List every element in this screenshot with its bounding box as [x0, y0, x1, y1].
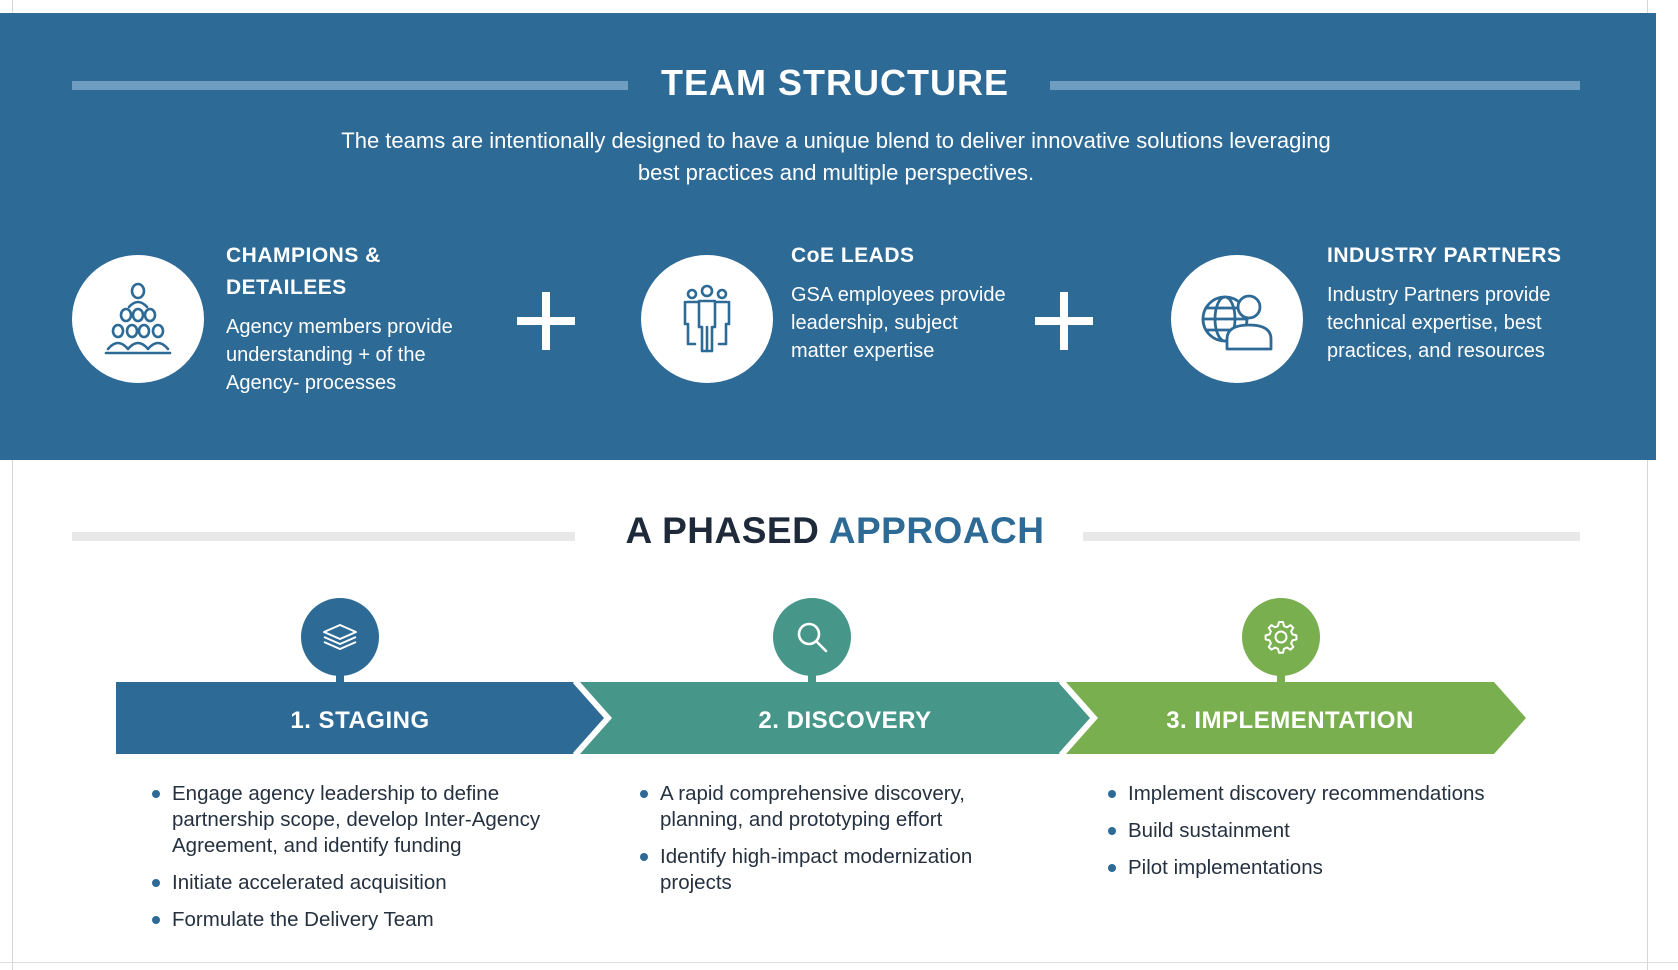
discovery-stem: [808, 674, 816, 686]
list-item: Identify high-impact modernization proje…: [640, 844, 1020, 896]
champions-description: Agency members provide understanding + o…: [226, 313, 453, 397]
list-item: Build sustainment: [1108, 818, 1528, 844]
role-heading-line: DETAILEES: [226, 276, 347, 299]
list-item: Implement discovery recommendations: [1108, 781, 1528, 807]
champions-heading: CHAMPIONS & DETAILEES: [226, 240, 381, 304]
industry-partners-heading: INDUSTRY PARTNERS: [1327, 244, 1562, 267]
role-desc-line: Industry Partners provide: [1327, 284, 1551, 306]
search-icon: [797, 622, 828, 653]
subtitle-line: best practices and multiple perspectives…: [637, 160, 1035, 185]
staging-stem: [336, 674, 344, 686]
role-heading-line: CHAMPIONS &: [226, 244, 381, 267]
layers-icon: [323, 624, 357, 650]
phased-title-accent: APPROACH: [828, 510, 1045, 551]
gear-icon: [1264, 621, 1298, 654]
staging-icon-circle: [301, 598, 379, 676]
title-rule-right: [1083, 532, 1580, 541]
plus-icon: [1035, 292, 1093, 350]
discovery-label: 2. DISCOVERY: [758, 707, 932, 734]
role-desc-line: GSA employees provide: [791, 284, 1006, 306]
industry-partners-icon-circle: [1171, 255, 1303, 383]
globe-person-icon: [1201, 294, 1273, 351]
implementation-icon-circle: [1242, 598, 1320, 676]
title-rule-left: [72, 532, 575, 541]
list-item: Pilot implementations: [1108, 855, 1528, 881]
implementation-arrow: [1066, 682, 1526, 754]
role-desc-line: understanding + of the: [226, 344, 426, 366]
industry-partners-description: Industry Partners provide technical expe…: [1327, 281, 1550, 365]
role-desc-line: technical expertise, best: [1327, 312, 1542, 334]
list-item: Initiate accelerated acquisition: [152, 870, 562, 896]
coe-leads-heading: CoE LEADS: [791, 244, 915, 267]
implementation-stem: [1277, 674, 1285, 686]
staging-arrow: [116, 682, 606, 754]
page-bottom-edge: [0, 962, 1678, 963]
plus-icon: [517, 292, 575, 350]
list-item: A rapid comprehensive discovery, plannin…: [640, 781, 1020, 833]
role-desc-line: matter expertise: [791, 340, 935, 362]
page-edge: [12, 0, 13, 970]
coe-leads-icon-circle: [641, 255, 773, 383]
implementation-label: 3. IMPLEMENTATION: [1166, 707, 1414, 734]
team-structure-title: TEAM STRUCTURE: [661, 62, 1009, 103]
discovery-icon-circle: [773, 598, 851, 676]
role-desc-line: practices, and resources: [1327, 340, 1545, 362]
title-rule-right: [1050, 81, 1580, 90]
team-structure-subtitle: The teams are intentionally designed to …: [300, 125, 1372, 189]
staging-bullet-list: Engage agency leadership to define partn…: [152, 781, 562, 944]
role-desc-line: Agency members provide: [226, 316, 453, 338]
team-leads-icon: [683, 284, 731, 353]
discovery-bullet-list: A rapid comprehensive discovery, plannin…: [640, 781, 1020, 907]
role-desc-line: leadership, subject: [791, 312, 958, 334]
staging-label: 1. STAGING: [290, 707, 430, 734]
coe-leads-description: GSA employees provide leadership, subjec…: [791, 281, 1006, 365]
phased-title-part: A PHASED: [625, 510, 820, 551]
phased-approach-title: A PHASED APPROACH: [575, 510, 1095, 552]
implementation-bullet-list: Implement discovery recommendations Buil…: [1108, 781, 1528, 892]
champions-icon-circle: [72, 255, 204, 383]
list-item: Formulate the Delivery Team: [152, 907, 562, 933]
discovery-arrow: [580, 682, 1092, 754]
list-item: Engage agency leadership to define partn…: [152, 781, 562, 859]
subtitle-line: The teams are intentionally designed to …: [341, 128, 1331, 153]
role-desc-line: Agency- processes: [226, 372, 397, 394]
page-edge: [1647, 0, 1648, 970]
group-people-icon: [104, 282, 172, 355]
title-rule-left: [72, 81, 628, 90]
phase-arrow-banner: [116, 682, 1526, 755]
